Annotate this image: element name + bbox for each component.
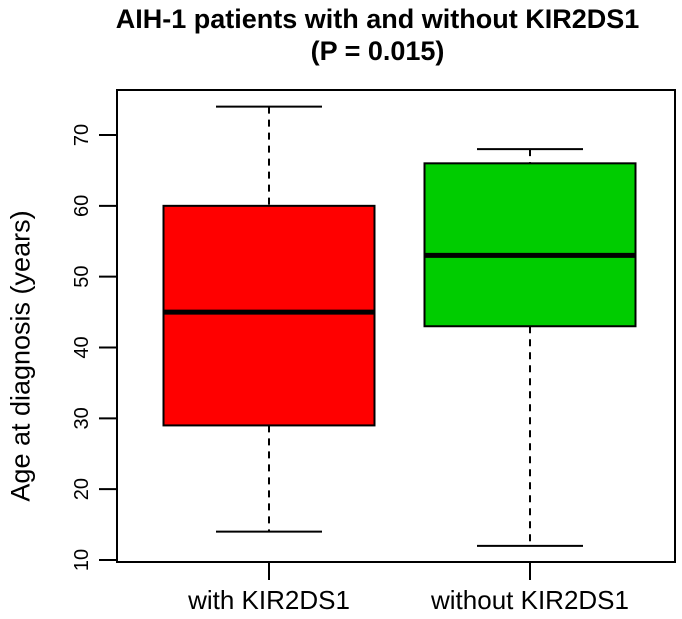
y-tick-label: 10: [71, 549, 93, 571]
y-tick-label: 30: [71, 407, 93, 429]
box-with-KIR2DS1: [162, 204, 376, 427]
plot-frame: [116, 89, 676, 563]
y-tick-label: 20: [71, 478, 93, 500]
x-tick-label: with KIR2DS1: [187, 585, 350, 615]
x-tick-label: without KIR2DS1: [430, 585, 629, 615]
y-tick-label: 40: [71, 336, 93, 358]
y-tick-label: 50: [71, 266, 93, 288]
box-without-KIR2DS1: [423, 162, 637, 328]
chart-title: AIH-1 patients with and without KIR2DS1: [115, 4, 640, 34]
y-tick-label: 70: [71, 124, 93, 146]
chart-subtitle: (P = 0.015): [310, 36, 445, 66]
y-tick-label: 60: [71, 195, 93, 217]
